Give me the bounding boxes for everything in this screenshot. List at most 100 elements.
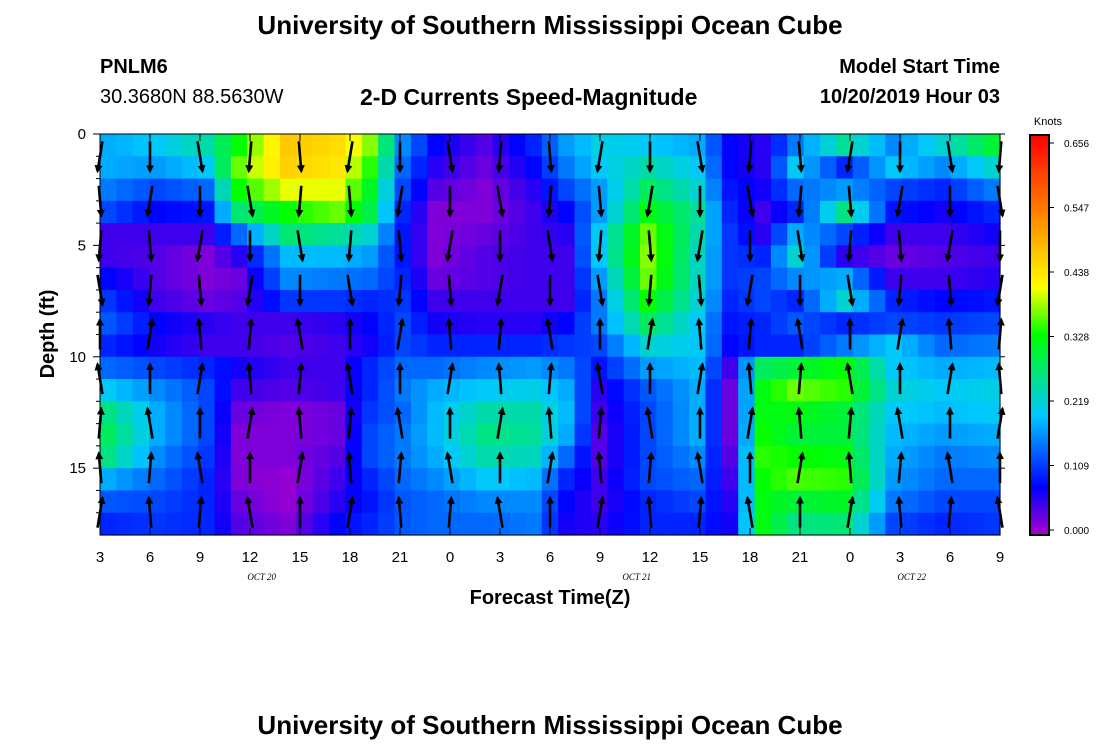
heatmap-cell — [558, 401, 576, 425]
colorbar-tick-label: 0.109 — [1064, 462, 1089, 473]
heatmap-cell — [558, 512, 576, 536]
heatmap-cell — [296, 245, 314, 269]
heatmap-cell — [181, 245, 199, 269]
heatmap-cell — [460, 379, 477, 402]
heatmap-cell — [230, 223, 248, 246]
heatmap-cell — [901, 245, 919, 269]
heatmap-cell — [983, 401, 1001, 425]
heatmap-cell — [263, 334, 281, 358]
heatmap-cell — [689, 334, 707, 358]
current-arrow — [296, 362, 305, 395]
colorbar-tick-label: 0.656 — [1064, 139, 1089, 150]
current-arrow — [896, 317, 906, 350]
heatmap-cell — [280, 356, 297, 380]
heatmap-cell — [623, 267, 641, 291]
heatmap-cell — [525, 468, 543, 492]
heatmap-cell — [950, 178, 968, 202]
heatmap-cell — [394, 356, 412, 380]
heatmap-cell — [656, 312, 674, 336]
heatmap-cell — [165, 178, 183, 202]
heatmap-cell — [198, 334, 216, 358]
heatmap-cell — [574, 267, 592, 291]
heatmap-cell — [852, 512, 870, 536]
heatmap-cell — [869, 468, 887, 492]
current-arrow — [444, 230, 454, 263]
heatmap-cell — [132, 178, 150, 202]
heatmap-cell — [509, 423, 527, 447]
heatmap-cell — [852, 200, 870, 224]
heatmap-cell — [329, 178, 347, 202]
heatmap-cell — [607, 356, 625, 380]
heatmap-cell — [918, 156, 936, 180]
heatmap-cell — [116, 512, 134, 536]
heatmap-cell — [329, 490, 347, 514]
current-arrow — [596, 406, 605, 439]
heatmap-cell — [116, 156, 134, 180]
heatmap-cell — [558, 445, 576, 469]
heatmap-cell — [198, 223, 216, 246]
current-arrow — [346, 274, 356, 307]
current-arrow — [296, 141, 305, 174]
heatmap-cell — [558, 178, 576, 202]
heatmap-cell — [525, 223, 543, 246]
current-arrow — [496, 406, 506, 439]
heatmap-cell — [410, 200, 428, 224]
current-arrow — [694, 230, 704, 263]
heatmap-cell — [574, 356, 592, 380]
heatmap-cell — [181, 401, 199, 425]
heatmap-cell — [672, 267, 690, 291]
heatmap-cell — [607, 178, 625, 202]
heatmap-cell — [263, 245, 281, 269]
current-arrow — [246, 317, 255, 350]
heatmap-cell — [476, 356, 494, 380]
heatmap-cell — [934, 379, 952, 402]
heatmap-cell — [656, 512, 674, 536]
current-arrow — [646, 317, 656, 350]
heatmap-cell — [852, 289, 870, 313]
heatmap-cell — [869, 379, 887, 402]
current-arrow — [194, 451, 204, 484]
colorbar-tick-label: 0.000 — [1064, 526, 1089, 537]
heatmap-cell — [181, 289, 199, 313]
heatmap-cell — [525, 289, 543, 313]
heatmap-cell — [149, 267, 167, 291]
heatmap-cell — [640, 156, 657, 180]
heatmap-cell — [950, 200, 968, 224]
heatmap-cell — [476, 490, 494, 514]
heatmap-cell — [443, 178, 461, 202]
heatmap-cell — [918, 401, 936, 425]
current-arrow — [946, 141, 956, 174]
heatmap-cell — [901, 356, 919, 380]
heatmap-cell — [460, 289, 477, 313]
heatmap-cell — [558, 156, 576, 180]
heatmap-cell — [525, 134, 543, 157]
heatmap-cell — [738, 334, 756, 358]
heatmap-cell — [820, 134, 837, 157]
heatmap-cell — [918, 178, 936, 202]
heatmap-cell — [918, 356, 936, 380]
current-arrow — [596, 185, 605, 218]
heatmap-cell — [869, 445, 887, 469]
current-arrow — [244, 495, 254, 528]
heatmap-cell — [149, 156, 167, 180]
heatmap-cell — [427, 312, 445, 336]
heatmap-cell — [820, 245, 837, 269]
heatmap-cell — [721, 156, 739, 180]
heatmap-cell — [885, 245, 903, 269]
heatmap-cell — [460, 223, 477, 246]
heatmap-cell — [689, 423, 707, 447]
heatmap-cell — [640, 134, 657, 157]
heatmap-cell — [198, 379, 216, 402]
heatmap-cell — [149, 200, 167, 224]
current-arrow — [396, 317, 406, 350]
heatmap-cell — [656, 401, 674, 425]
heatmap-cell — [230, 356, 248, 380]
heatmap-cell — [934, 334, 952, 358]
heatmap-cell — [770, 312, 788, 336]
heatmap-cell — [721, 334, 739, 358]
heatmap-cell — [754, 223, 772, 246]
heatmap-cell — [247, 289, 265, 313]
heatmap-cell — [214, 379, 232, 402]
heatmap-cell — [640, 379, 657, 402]
heatmap-cell — [100, 423, 117, 447]
